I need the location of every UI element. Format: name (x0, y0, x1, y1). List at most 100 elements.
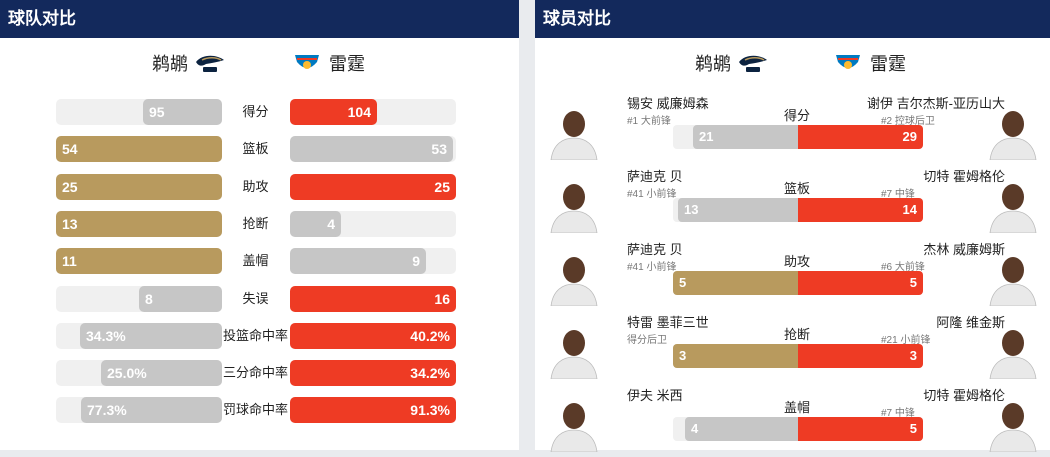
away-stat-value: 104 (347, 104, 371, 120)
home-player-name[interactable]: 特雷 墨菲三世 (627, 315, 709, 330)
home-stat-bar (139, 286, 222, 312)
away-team-header: 雷霆 (832, 50, 906, 76)
thunder-logo-icon (295, 55, 319, 69)
away-player-position: #7 中锋 (881, 408, 915, 419)
away-player-avatar[interactable] (982, 100, 1044, 161)
team-stat-row: 95 得分 104 (0, 99, 519, 125)
home-player-avatar[interactable] (543, 319, 605, 380)
team-stat-row: 25.0% 三分命中率 34.2% (0, 360, 519, 386)
away-stat-track: 53 (290, 136, 456, 162)
away-player-bar (798, 344, 923, 368)
away-player-name[interactable]: 谢伊 吉尔杰斯-亚历山大 (867, 96, 1005, 111)
away-player-bar (798, 271, 923, 295)
home-player-avatar (550, 257, 598, 307)
away-player-avatar[interactable] (982, 173, 1044, 234)
away-stat-track: 34.2% (290, 360, 456, 386)
thunder-logo-icon (836, 55, 860, 69)
team-stat-row: 77.3% 罚球命中率 91.3% (0, 397, 519, 423)
home-player-avatar[interactable] (543, 392, 605, 453)
player-stat-label: 得分 (783, 108, 810, 123)
away-player-value: 3 (909, 348, 917, 363)
home-player-value: 5 (679, 275, 687, 290)
away-stat-value: 34.2% (410, 365, 450, 381)
away-player-avatar (989, 330, 1037, 380)
pelicans-logo-icon (739, 55, 767, 72)
away-stat-track: 4 (290, 211, 456, 237)
away-stat-track: 104 (290, 99, 456, 125)
away-player-position: #2 控球后卫 (881, 116, 935, 127)
home-player-name[interactable]: 伊夫 米西 (627, 388, 683, 403)
home-stat-value: 11 (62, 253, 77, 269)
home-stat-track: 25.0% (56, 360, 222, 386)
home-stat-bar (56, 174, 222, 200)
team-comparison-panel: 球队对比 鹈鹕 雷霆 95 得分 104 54 篮板 53 25 助攻 25 13 抢断 4 11 盖帽 9… (0, 0, 519, 450)
away-player-value: 29 (902, 129, 917, 144)
away-team-name: 雷霆 (329, 54, 365, 74)
home-stat-bar (56, 211, 222, 237)
home-player-bar (673, 271, 798, 295)
stat-label: 投篮命中率 (222, 328, 288, 343)
away-player-value: 14 (902, 202, 917, 217)
home-player-avatar[interactable] (543, 173, 605, 234)
team-stat-row: 54 篮板 53 (0, 136, 519, 162)
home-stat-value: 54 (62, 141, 78, 157)
away-player-name[interactable]: 切特 霍姆格伦 (923, 169, 1005, 184)
away-player-name[interactable]: 阿隆 维金斯 (936, 315, 1005, 330)
home-player-value: 13 (684, 202, 699, 217)
player-stat-label: 盖帽 (783, 400, 810, 415)
away-team-name: 雷霆 (870, 54, 906, 74)
away-stat-value: 53 (431, 141, 447, 157)
player-stat-track: 21 29 (673, 125, 923, 149)
stat-label: 盖帽 (242, 253, 269, 268)
home-stat-track: 77.3% (56, 397, 222, 423)
away-player-avatar (989, 184, 1037, 234)
home-team-name: 鹈鹕 (695, 54, 731, 74)
away-player-avatar (989, 111, 1037, 161)
away-player-avatar[interactable] (982, 319, 1044, 380)
team-stat-row: 34.3% 投篮命中率 40.2% (0, 323, 519, 349)
away-player-avatar[interactable] (982, 392, 1044, 453)
away-stat-track: 16 (290, 286, 456, 312)
away-stat-bar (290, 211, 341, 237)
home-stat-value: 25 (62, 179, 78, 195)
stat-label: 失误 (242, 291, 269, 306)
away-player-position: #6 大前锋 (881, 262, 925, 273)
home-stat-track: 8 (56, 286, 222, 312)
home-stat-track: 95 (56, 99, 222, 125)
home-player-value: 3 (679, 348, 687, 363)
home-stat-bar (101, 360, 222, 386)
away-stat-track: 25 (290, 174, 456, 200)
away-stat-value: 16 (434, 291, 450, 307)
away-player-position: #7 中锋 (881, 189, 915, 200)
home-player-avatar (550, 111, 598, 161)
stat-label: 篮板 (242, 141, 269, 156)
home-team-header: 鹈鹕 (152, 50, 226, 76)
away-stat-bar (290, 248, 426, 274)
home-player-bar (673, 344, 798, 368)
stat-label: 助攻 (242, 179, 269, 194)
home-player-name[interactable]: 锡安 威廉姆森 (627, 96, 709, 111)
stat-label: 三分命中率 (222, 365, 288, 380)
home-player-avatar (550, 330, 598, 380)
home-stat-track: 25 (56, 174, 222, 200)
home-player-name[interactable]: 萨迪克 贝 (627, 242, 683, 257)
home-player-position: 得分后卫 (627, 335, 667, 346)
home-player-value: 4 (691, 421, 699, 436)
away-player-name[interactable]: 切特 霍姆格伦 (923, 388, 1005, 403)
home-player-avatar[interactable] (543, 246, 605, 307)
away-stat-bar (290, 397, 456, 423)
away-player-avatar[interactable] (982, 246, 1044, 307)
home-stat-value: 95 (149, 104, 165, 120)
away-player-avatar (989, 403, 1037, 453)
home-player-value: 21 (699, 129, 714, 144)
home-player-name[interactable]: 萨迪克 贝 (627, 169, 683, 184)
away-stat-value: 91.3% (410, 402, 450, 418)
home-player-avatar[interactable] (543, 100, 605, 161)
home-stat-track: 54 (56, 136, 222, 162)
stat-label: 得分 (242, 104, 269, 119)
stat-label: 罚球命中率 (222, 402, 288, 417)
away-stat-bar (290, 174, 456, 200)
away-player-name[interactable]: 杰林 威廉姆斯 (923, 242, 1005, 257)
